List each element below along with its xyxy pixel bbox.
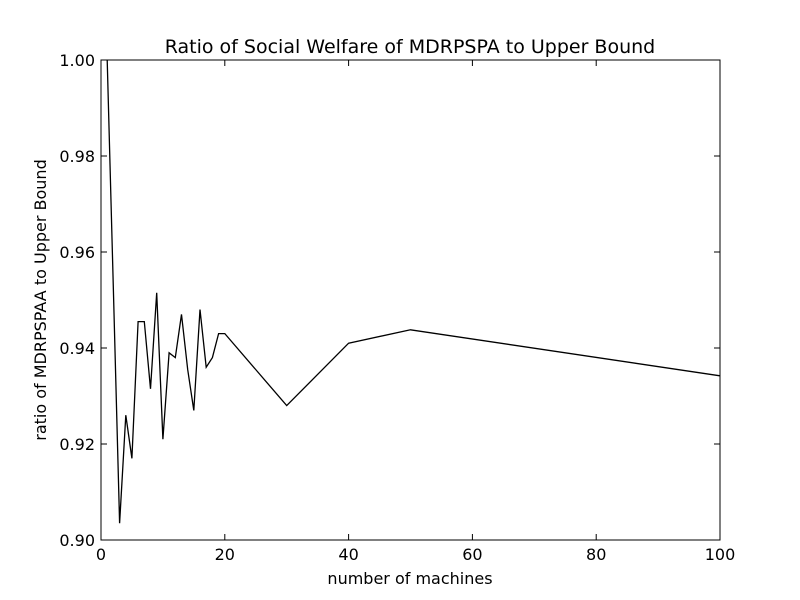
y-tick-label: 0.92 — [59, 435, 95, 454]
y-tick-label: 0.90 — [59, 531, 95, 550]
x-tick-label: 20 — [215, 545, 235, 564]
y-ticks: 0.90 0.92 0.94 0.96 0.98 1.00 — [59, 51, 720, 550]
y-tick-label: 0.96 — [59, 243, 95, 262]
x-tick-label: 80 — [586, 545, 606, 564]
y-tick-label: 1.00 — [59, 51, 95, 70]
y-tick-label: 0.94 — [59, 339, 95, 358]
x-axis-label: number of machines — [327, 569, 492, 588]
x-tick-label: 100 — [705, 545, 736, 564]
y-tick-label: 0.98 — [59, 147, 95, 166]
chart-title: Ratio of Social Welfare of MDRPSPA to Up… — [165, 36, 656, 58]
x-tick-label: 0 — [96, 545, 106, 564]
x-tick-label: 40 — [338, 545, 358, 564]
x-tick-label: 60 — [462, 545, 482, 564]
y-axis-label: ratio of MDRPSPAA to Upper Bound — [31, 159, 50, 440]
plot-background — [101, 60, 720, 540]
series-line — [106, 59, 721, 524]
series-layer — [106, 59, 721, 524]
plot-frame — [100, 59, 721, 541]
x-ticks: 0 20 40 60 80 100 — [96, 60, 735, 564]
